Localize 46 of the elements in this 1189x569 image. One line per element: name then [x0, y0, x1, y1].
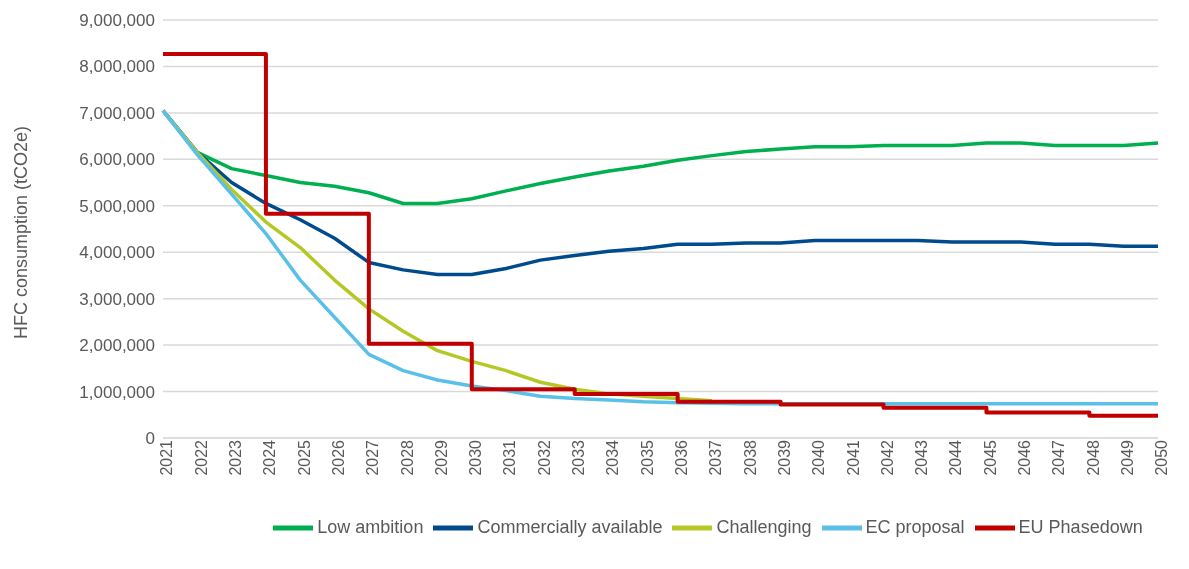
- y-tick-label: 8,000,000: [79, 57, 155, 77]
- x-tick-label: 2034: [604, 439, 622, 476]
- x-tick-label: 2043: [913, 439, 931, 476]
- y-tick-label: 4,000,000: [79, 243, 155, 263]
- y-tick-label: 7,000,000: [79, 103, 155, 123]
- y-tick-label: 5,000,000: [79, 196, 155, 216]
- y-tick-label: 1,000,000: [79, 382, 155, 402]
- legend-label: EU Phasedown: [1018, 516, 1143, 537]
- x-tick-label: 2028: [398, 439, 416, 476]
- x-tick-label: 2044: [947, 439, 965, 476]
- x-tick-label: 2029: [432, 439, 450, 476]
- x-tick-label: 2026: [329, 439, 347, 476]
- x-tick-label: 2037: [707, 439, 725, 476]
- x-tick-label: 2041: [844, 439, 862, 476]
- legend-label: Low ambition: [317, 516, 424, 537]
- x-tick-label: 2045: [981, 439, 999, 476]
- x-tick-label: 2032: [535, 439, 553, 476]
- legend-label: EC proposal: [865, 516, 965, 537]
- x-tick-label: 2036: [673, 439, 691, 476]
- x-tick-label: 2033: [570, 439, 588, 476]
- x-tick-label: 2030: [467, 439, 485, 476]
- x-tick-label: 2023: [226, 439, 244, 476]
- x-tick-label: 2022: [192, 439, 210, 476]
- x-tick-label: 2046: [1016, 439, 1034, 476]
- x-tick-label: 2048: [1084, 439, 1102, 476]
- x-tick-label: 2047: [1050, 439, 1068, 476]
- x-tick-label: 2050: [1153, 439, 1171, 476]
- x-tick-label: 2039: [775, 439, 793, 476]
- y-tick-label: 0: [145, 429, 155, 449]
- y-axis-title: HFC consumption (tCO2e): [11, 125, 32, 339]
- x-tick-label: 2049: [1119, 439, 1137, 476]
- x-tick-label: 2025: [295, 439, 313, 476]
- x-tick-label: 2035: [638, 439, 656, 476]
- y-tick-label: 6,000,000: [79, 150, 155, 170]
- x-tick-label: 2042: [878, 439, 896, 476]
- x-tick-label: 2038: [741, 439, 759, 476]
- x-tick-label: 2040: [810, 439, 828, 476]
- y-tick-label: 9,000,000: [79, 11, 155, 31]
- x-tick-label: 2021: [158, 439, 176, 476]
- x-tick-label: 2031: [501, 439, 519, 476]
- legend-label: Commercially available: [477, 516, 663, 537]
- x-tick-label: 2027: [364, 439, 382, 476]
- y-tick-label: 2,000,000: [79, 336, 155, 356]
- x-tick-label: 2024: [261, 439, 279, 476]
- legend-label: Challenging: [716, 516, 812, 537]
- y-tick-label: 3,000,000: [79, 289, 155, 309]
